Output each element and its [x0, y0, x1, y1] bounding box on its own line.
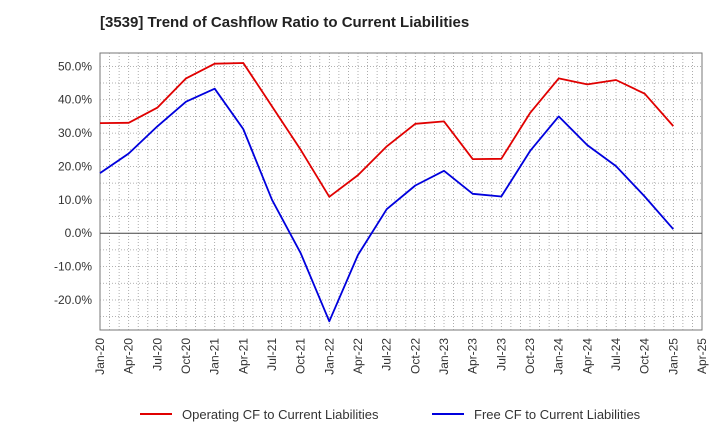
x-tick-label: Jul-22: [380, 338, 394, 371]
series-line-2: [99, 87, 674, 323]
x-tick-label: Oct-22: [408, 338, 422, 374]
x-tick-label: Apr-25: [695, 338, 709, 374]
x-tick-label: Apr-20: [122, 338, 136, 374]
x-tick-label: Oct-20: [179, 338, 193, 374]
x-tick-label: Apr-22: [351, 338, 365, 374]
x-tick-label: Jul-21: [265, 338, 279, 371]
y-tick-label: -20.0%: [54, 293, 92, 307]
grid-lines: [100, 53, 702, 330]
legend-label-2: Free CF to Current Liabilities: [474, 407, 641, 422]
x-tick-label: Jan-22: [322, 338, 336, 375]
y-tick-label: 40.0%: [58, 93, 92, 107]
legend-label-1: Operating CF to Current Liabilities: [182, 407, 379, 422]
y-tick-label: 50.0%: [58, 59, 92, 73]
x-tick-label: Jan-21: [208, 338, 222, 375]
y-tick-label: 0.0%: [65, 226, 93, 240]
x-tick-label: Jan-23: [437, 338, 451, 375]
x-tick-label: Jan-25: [666, 338, 680, 375]
chart-title: [3539] Trend of Cashflow Ratio to Curren…: [100, 14, 470, 31]
x-tick-label: Jan-24: [552, 338, 566, 375]
x-tick-label: Apr-21: [236, 338, 250, 374]
x-tick-label: Jul-23: [494, 338, 508, 371]
series-line-1: [99, 62, 674, 198]
x-tick-label: Jan-20: [93, 338, 107, 375]
y-tick-label: -10.0%: [54, 260, 92, 274]
x-tick-label: Oct-23: [523, 338, 537, 374]
x-tick-label: Apr-24: [580, 338, 594, 374]
plot-area: [99, 52, 703, 331]
x-tick-label: Jul-24: [609, 338, 623, 371]
y-tick-label: 20.0%: [58, 159, 92, 173]
legend: Operating CF to Current Liabilities Free …: [140, 407, 641, 422]
x-tick-label: Jul-20: [150, 338, 164, 371]
y-tick-label: 30.0%: [58, 126, 92, 140]
x-tick-label: Apr-23: [466, 338, 480, 374]
y-tick-label: 10.0%: [58, 193, 92, 207]
x-tick-label: Oct-21: [294, 338, 308, 374]
x-tick-label: Oct-24: [638, 338, 652, 374]
